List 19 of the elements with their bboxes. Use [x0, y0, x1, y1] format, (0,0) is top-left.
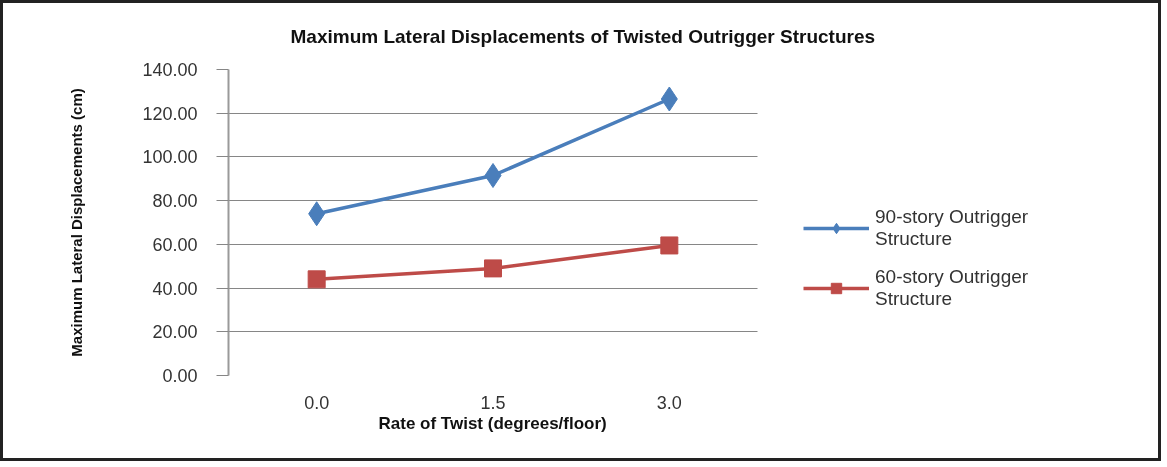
point [484, 259, 502, 278]
point [307, 270, 326, 289]
legend-label: 60-story Outrigger Structure [875, 266, 1029, 310]
y-tick-label: 80.00 [152, 191, 198, 212]
y-tick-label: 20.00 [152, 322, 198, 343]
chart-title: Maximum Lateral Displacements of Twisted Outrigger Structures [290, 25, 876, 47]
y-tick-label: 0.00 [162, 366, 198, 386]
y-tick-label: 100.00 [142, 147, 198, 168]
x-tick-label: 3.0 [656, 392, 682, 413]
x-axis-title: Rate of Twist (degrees/floor) [378, 413, 607, 433]
y-tick-label: 40.00 [152, 278, 198, 299]
y-tick-label: 120.00 [142, 103, 198, 124]
y-axis-title: Maximum Lateral Displacements (cm) [68, 88, 86, 357]
x-tick-label: 0.0 [304, 392, 330, 413]
legend-label: 90-story Outrigger Structure [875, 206, 1029, 250]
y-tick-label: 60.00 [152, 234, 198, 255]
x-tick-label: 1.5 [480, 392, 506, 413]
y-tick-label: 140.00 [142, 60, 198, 80]
point [660, 236, 679, 255]
